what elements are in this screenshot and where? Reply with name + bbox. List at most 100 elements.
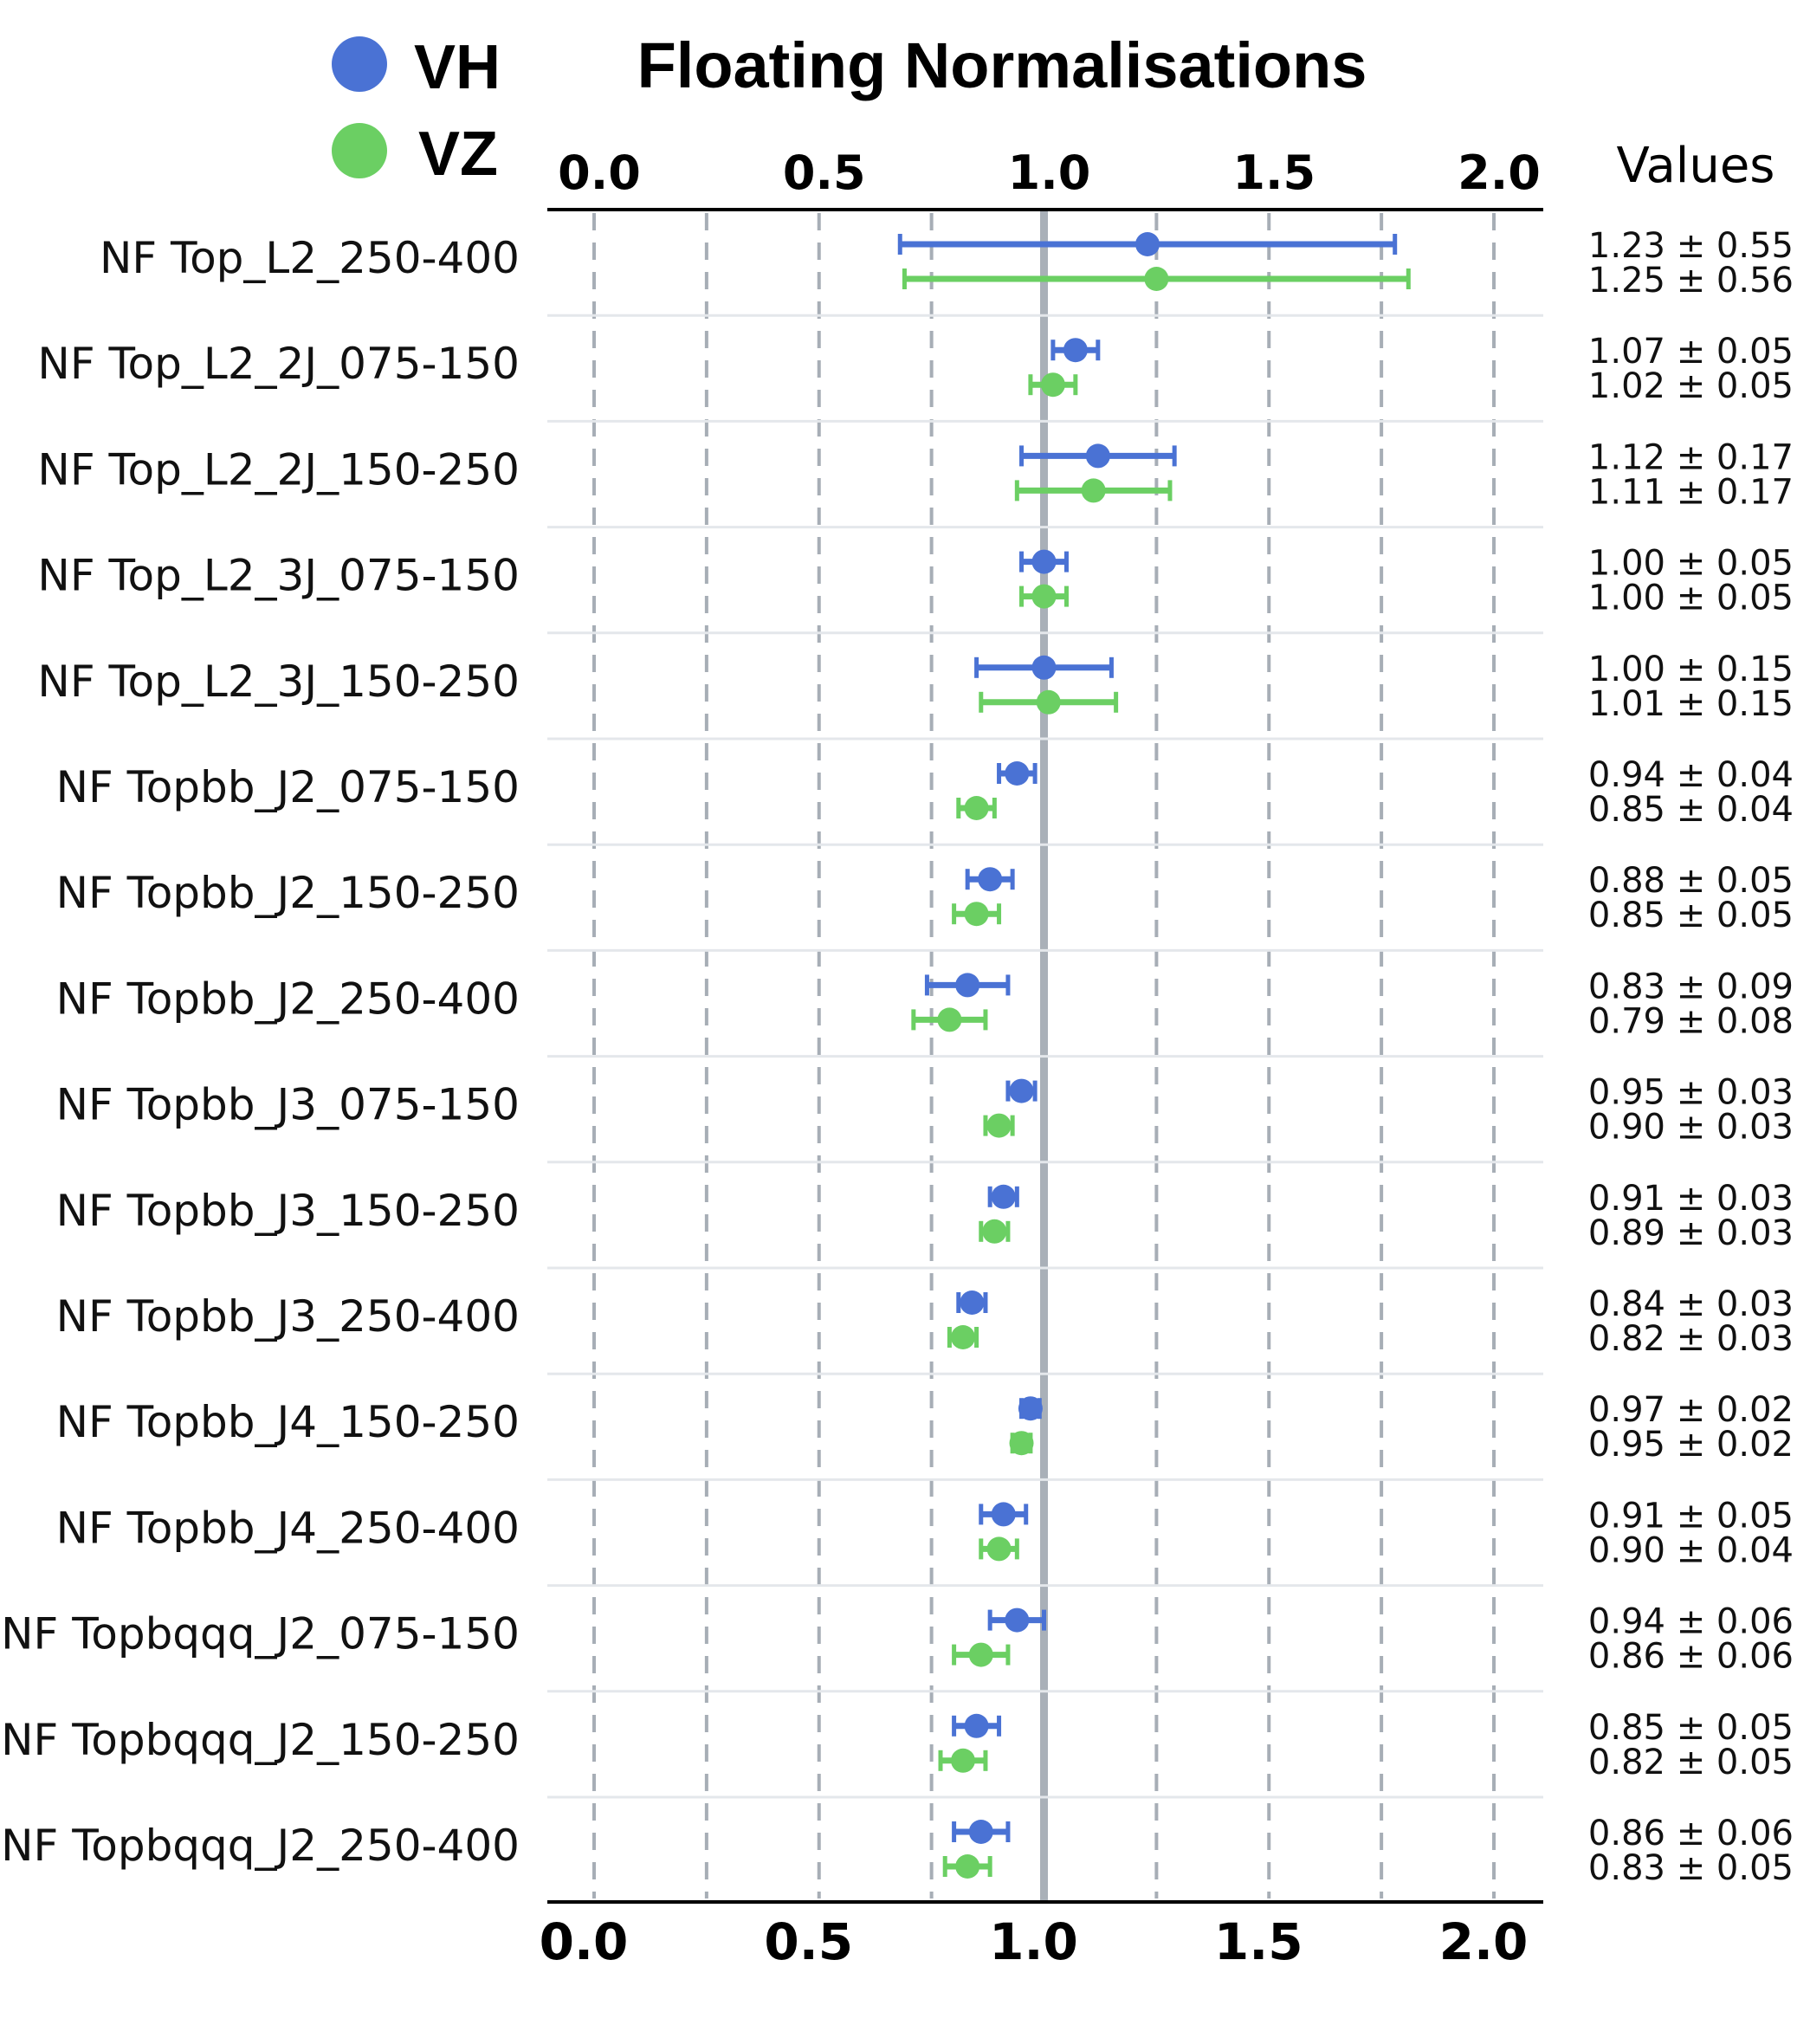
point-vh (1005, 1607, 1030, 1633)
point-vz (950, 1748, 975, 1773)
point-vh (1009, 1078, 1034, 1103)
point-vz (937, 1007, 962, 1032)
bottom-tick-label: 1.0 (989, 1912, 1078, 1971)
value-label-vz: 0.95 ± 0.02 (1588, 1425, 1794, 1465)
value-label-vz: 0.89 ± 0.03 (1588, 1213, 1794, 1253)
value-label-vh: 0.95 ± 0.03 (1588, 1073, 1794, 1113)
point-vh (1018, 1396, 1043, 1421)
value-label-vz: 1.25 ± 0.56 (1588, 261, 1794, 301)
row-label: NF Topbb_J3_150-250 (56, 1186, 520, 1236)
data-marks (897, 232, 1411, 1879)
row-label: NF Top_L2_250-400 (100, 233, 520, 283)
values-column-header: Values (1617, 138, 1775, 194)
value-label-vh: 1.23 ± 0.55 (1588, 226, 1794, 266)
bottom-tick-label: 0.0 (540, 1912, 629, 1971)
bottom-tick-label: 0.5 (764, 1912, 853, 1971)
value-label-vz: 0.85 ± 0.05 (1588, 896, 1794, 935)
value-label-vz: 0.85 ± 0.04 (1588, 790, 1794, 830)
point-vz (1040, 372, 1065, 398)
chart-title: Floating Normalisations (637, 29, 1367, 101)
value-label-vh: 1.12 ± 0.17 (1588, 437, 1794, 477)
row-label: NF Topbb_J4_150-250 (56, 1397, 520, 1447)
point-vz (1081, 478, 1106, 503)
legend: VH VZ (332, 33, 501, 189)
value-label-vz: 0.79 ± 0.08 (1588, 1001, 1794, 1041)
row-label: NF Topbb_J2_150-250 (56, 868, 520, 918)
value-label-vz: 0.90 ± 0.04 (1588, 1530, 1794, 1570)
bottom-tick-label: 1.5 (1214, 1912, 1303, 1971)
value-label-vz: 0.83 ± 0.05 (1588, 1848, 1794, 1888)
value-label-vz: 1.02 ± 0.05 (1588, 366, 1794, 406)
row-label: NF Top_L2_3J_075-150 (37, 551, 520, 601)
point-vz (1009, 1431, 1034, 1456)
point-vz (982, 1219, 1007, 1244)
value-label-vh: 0.86 ± 0.06 (1588, 1814, 1794, 1853)
legend-marker-vh (332, 36, 387, 92)
legend-label-vz: VZ (418, 120, 498, 189)
row-label: NF Top_L2_3J_150-250 (37, 657, 520, 707)
point-vh (1134, 232, 1160, 256)
point-vh (1005, 761, 1030, 786)
point-vh (964, 1713, 989, 1738)
point-vz (955, 1854, 980, 1879)
value-label-vh: 0.85 ± 0.05 (1588, 1708, 1794, 1748)
point-vh (1031, 549, 1057, 574)
point-vh (991, 1184, 1016, 1209)
point-vz (968, 1642, 993, 1667)
value-label-vh: 1.00 ± 0.05 (1588, 544, 1794, 584)
point-vz (950, 1325, 975, 1349)
legend-marker-vz (332, 123, 387, 178)
grid-layer (547, 210, 1543, 1902)
top-tick-label: 0.5 (783, 146, 866, 200)
row-label: NF Topbb_J2_075-150 (56, 762, 520, 812)
value-labels: 1.23 ± 0.551.25 ± 0.56 1.07 ± 0.051.02 ± … (1588, 226, 1794, 1888)
point-vz (1144, 267, 1169, 291)
row-label: NF Topbb_J3_250-400 (56, 1291, 520, 1342)
row-label: NF Topbb_J2_250-400 (56, 973, 520, 1024)
top-tick-label: 0.0 (558, 146, 641, 200)
top-tick-label: 1.0 (1008, 146, 1091, 200)
top-tick-label: 1.5 (1232, 146, 1315, 200)
point-vz (1036, 689, 1061, 715)
value-label-vh: 0.88 ± 0.05 (1588, 861, 1794, 901)
row-label: NF Top_L2_2J_075-150 (37, 339, 520, 389)
value-label-vh: 0.91 ± 0.05 (1588, 1496, 1794, 1536)
point-vh (991, 1502, 1016, 1527)
value-label-vz: 0.86 ± 0.06 (1588, 1637, 1794, 1677)
point-vz (964, 902, 989, 927)
point-vz (986, 1536, 1012, 1562)
value-label-vh: 0.94 ± 0.06 (1588, 1602, 1794, 1642)
point-vz (964, 796, 989, 820)
row-labels: NF Top_L2_250-400 NF Top_L2_2J_075-150 NF … (1, 233, 520, 1871)
value-label-vh: 1.00 ± 0.15 (1588, 650, 1794, 689)
legend-label-vh: VH (414, 33, 501, 102)
value-label-vz: 1.01 ± 0.15 (1588, 684, 1794, 724)
point-vh (1085, 443, 1110, 469)
point-vh (968, 1820, 993, 1844)
point-vh (955, 973, 980, 998)
row-label: NF Topbb_J4_250-400 (56, 1503, 520, 1553)
value-label-vh: 0.83 ± 0.09 (1588, 967, 1794, 1006)
value-label-vh: 0.97 ± 0.02 (1588, 1390, 1794, 1430)
value-label-vh: 1.07 ± 0.05 (1588, 332, 1794, 372)
value-label-vh: 0.91 ± 0.03 (1588, 1179, 1794, 1219)
row-label: NF Topbqqq_J2_075-150 (1, 1609, 520, 1659)
row-label: NF Topbqqq_J2_250-400 (1, 1821, 520, 1871)
row-label: NF Top_L2_2J_150-250 (37, 444, 520, 495)
point-vh (978, 867, 1003, 892)
axis-layer: 0.0 0.0 0.5 0.5 1.0 1.0 1.5 1.5 2.0 2.0 (540, 146, 1543, 1971)
value-label-vz: 1.11 ± 0.17 (1588, 472, 1794, 512)
value-label-vz: 0.82 ± 0.03 (1588, 1319, 1794, 1359)
point-vz (1031, 584, 1057, 609)
point-vh (1063, 338, 1088, 363)
row-label: NF Topbb_J3_075-150 (56, 1080, 520, 1130)
value-label-vz: 1.00 ± 0.05 (1588, 579, 1794, 618)
value-label-vz: 0.82 ± 0.05 (1588, 1743, 1794, 1782)
top-tick-label: 2.0 (1458, 146, 1541, 200)
point-vh (1031, 655, 1057, 680)
value-label-vz: 0.90 ± 0.03 (1588, 1108, 1794, 1148)
bottom-tick-label: 2.0 (1439, 1912, 1529, 1971)
value-label-vh: 0.84 ± 0.03 (1588, 1284, 1794, 1324)
